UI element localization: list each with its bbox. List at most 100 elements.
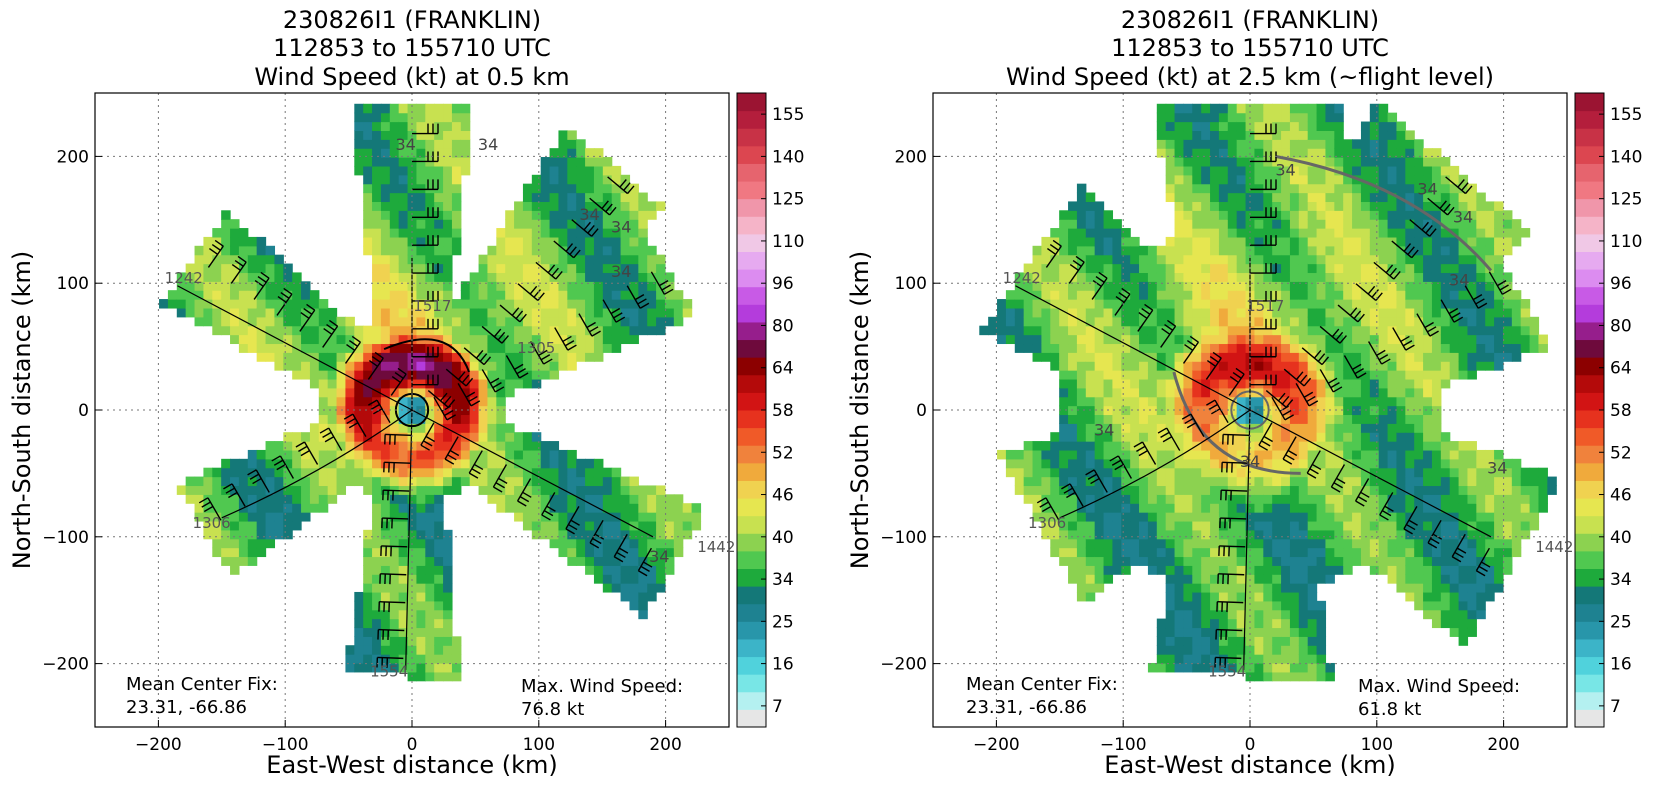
wind-cell: [1325, 361, 1335, 371]
wind-barb-flag: [346, 417, 356, 425]
wind-cell: [309, 423, 320, 433]
wind-barb-flag: [619, 179, 627, 188]
wind-cell: [443, 361, 453, 371]
wind-cell: [1281, 183, 1291, 194]
wind-cell: [1032, 467, 1043, 478]
wind-cell: [1298, 556, 1309, 566]
wind-cell: [1263, 370, 1273, 380]
wind-cell: [1334, 361, 1344, 371]
wind-cell: [238, 476, 249, 487]
wind-barb-flag: [247, 469, 257, 476]
wind-cell: [1076, 210, 1087, 220]
wind-cell: [1281, 334, 1291, 345]
wind-cell: [451, 130, 462, 140]
wind-cell: [292, 449, 302, 460]
wind-cell: [1103, 272, 1114, 282]
wind-cell: [1210, 512, 1220, 522]
wind-cell: [1281, 254, 1291, 265]
wind-cell: [407, 565, 418, 575]
wind-barb: [516, 478, 532, 502]
wind-cell: [1298, 299, 1309, 309]
wind-barb-flag: [322, 431, 332, 438]
wind-cell: [1174, 228, 1185, 238]
wind-cell: [1076, 583, 1087, 593]
wind-cell: [1121, 325, 1131, 336]
colorbar-segment: [737, 269, 766, 288]
wind-cell: [1014, 334, 1025, 345]
wind-cell: [1476, 503, 1486, 513]
wind-cell: [593, 565, 604, 575]
wind-cell: [1298, 609, 1309, 620]
wind-cell: [1254, 467, 1264, 478]
wind-cell: [380, 583, 391, 593]
wind-cell: [1458, 316, 1469, 327]
wind-cell: [1245, 645, 1256, 655]
wind-cell: [443, 467, 453, 478]
wind-cell: [380, 148, 391, 158]
wind-cell: [1378, 441, 1389, 451]
wind-cell: [478, 290, 489, 300]
wind-cell: [522, 228, 533, 238]
wind-cell: [1139, 334, 1149, 345]
wind-cell: [997, 325, 1007, 336]
wind-cell: [1281, 405, 1291, 416]
wind-cell: [363, 103, 373, 114]
wind-cell: [1245, 591, 1256, 602]
wind-cell: [1201, 378, 1211, 389]
wind-cell: [1183, 503, 1193, 513]
wind-cell: [620, 281, 631, 291]
wind-cell: [1263, 343, 1273, 353]
wind-cell: [1236, 281, 1247, 291]
wind-cell: [1218, 520, 1229, 531]
wind-barb: [379, 601, 406, 604]
wind-cell: [1449, 583, 1460, 593]
wind-cell: [1467, 299, 1477, 309]
wind-cell: [1059, 512, 1069, 522]
wind-barb-flag: [368, 360, 378, 367]
wind-cell: [1227, 201, 1238, 211]
wind-cell: [1405, 299, 1415, 309]
wind-cell: [647, 272, 657, 282]
wind-cell: [558, 299, 568, 309]
wind-cell: [1139, 245, 1149, 256]
wind-cell: [558, 139, 568, 149]
wind-cell: [1467, 591, 1477, 602]
wind-cell: [256, 467, 267, 478]
wind-cell: [451, 378, 462, 389]
wind-cell: [531, 245, 542, 256]
wind-cell: [1227, 387, 1238, 398]
wind-cell: [443, 210, 453, 220]
wind-cell: [1440, 449, 1451, 460]
left-wind-field: [159, 103, 702, 682]
wind-cell: [1378, 307, 1389, 318]
wind-cell: [354, 165, 364, 176]
wind-cell: [230, 245, 240, 256]
wind-cell: [1289, 281, 1300, 291]
wind-cell: [1334, 458, 1344, 469]
colorbar-tick-label: 52: [772, 443, 794, 463]
wind-cell: [576, 467, 586, 478]
wind-cell: [1396, 583, 1406, 593]
wind-cell: [1103, 494, 1114, 504]
wind-cell: [238, 272, 249, 282]
wind-cell: [496, 494, 506, 504]
wind-cell: [1396, 565, 1406, 575]
wind-barb-flag: [348, 339, 358, 347]
wind-cell: [1467, 547, 1477, 558]
wind-cell: [1352, 183, 1362, 194]
wind-cell: [1423, 520, 1433, 531]
wind-cell: [238, 254, 249, 265]
wind-cell: [1289, 201, 1300, 211]
wind-cell: [567, 556, 577, 566]
wind-cell: [1210, 174, 1220, 185]
wind-cell: [1085, 343, 1096, 353]
wind-cell: [522, 352, 533, 362]
wind-cell: [1360, 228, 1371, 238]
wind-cell: [407, 662, 418, 673]
x-tick-label: −200: [135, 735, 182, 755]
wind-cell: [1316, 654, 1327, 664]
wind-cell: [1147, 263, 1158, 274]
wind-cell: [1201, 219, 1211, 229]
wind-cell: [593, 556, 604, 566]
wind-cell: [1210, 103, 1220, 114]
